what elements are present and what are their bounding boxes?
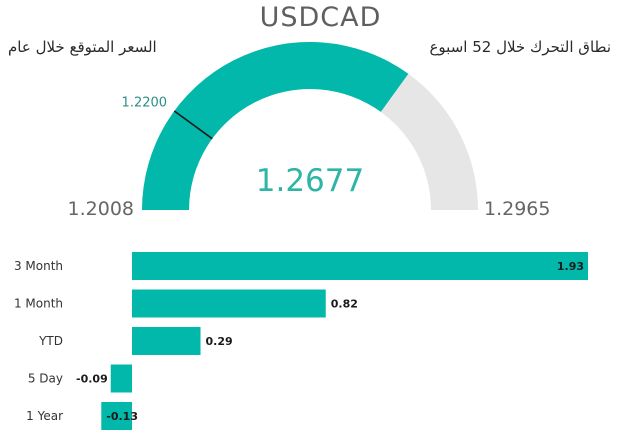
- bar-chart: 3 Month 1.93 1 Month 0.82 YTD 0.29 5 Day -0.09 1…: [14, 252, 588, 430]
- gauge-min-label: 1.2008: [68, 198, 134, 220]
- category-label: 5 Day: [28, 372, 63, 386]
- gauge-value-arc: [142, 42, 409, 210]
- category-label: 1 Month: [14, 297, 63, 311]
- bar-1-month: [132, 289, 326, 318]
- data-label: 1.93: [557, 260, 584, 273]
- data-label: -0.13: [106, 410, 138, 423]
- gauge-target-label: 1.2200: [122, 96, 168, 111]
- data-label: 0.29: [206, 335, 233, 348]
- data-label: -0.09: [76, 373, 108, 386]
- bar-3-month: [132, 252, 588, 280]
- category-label: 1 Year: [26, 409, 63, 423]
- expected-price-label: السعر المتوقع خلال عام: [8, 38, 157, 56]
- bar-5-day: [110, 364, 132, 393]
- gauge-value-label: 1.2677: [256, 163, 364, 199]
- gauge-chart: 1.2200 1.2677 1.2008 1.2965: [68, 42, 550, 220]
- range-52-week-label: نطاق التحرك خلال 52 اسبوع: [429, 38, 611, 56]
- data-label: 0.82: [331, 298, 358, 311]
- category-label: 3 Month: [14, 259, 63, 273]
- bar-1-year: [101, 402, 132, 430]
- gauge-target-marker: [173, 110, 213, 140]
- gauge-max-label: 1.2965: [484, 198, 550, 220]
- category-label: YTD: [38, 334, 63, 348]
- chart-title: USDCAD: [259, 2, 382, 33]
- bar-ytd: [132, 327, 201, 355]
